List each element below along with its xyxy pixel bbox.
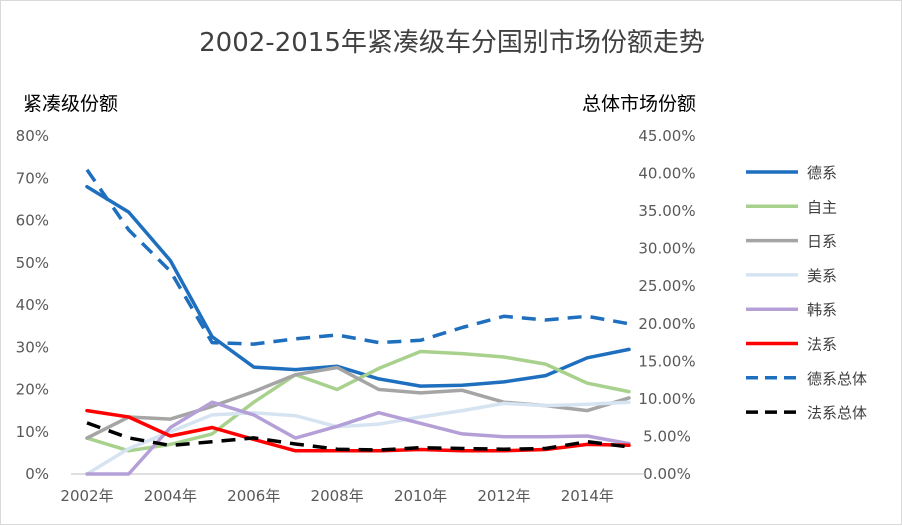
legend-label: 法系 [807, 336, 837, 354]
right-tick-label: 0.00% [643, 465, 691, 483]
legend-label: 德系总体 [807, 370, 867, 388]
legend-label: 自主 [807, 198, 837, 216]
right-tick-label: 5.00% [643, 427, 691, 445]
right-tick-label: 15.00% [638, 352, 695, 370]
legend-label: 美系 [807, 267, 837, 285]
right-tick-label: 40.00% [638, 165, 695, 183]
x-tick-label: 2008年 [311, 487, 364, 505]
x-tick-label: 2010年 [394, 487, 447, 505]
series-line-德系 [85, 184, 631, 388]
right-tick-label: 35.00% [638, 202, 695, 220]
series-line-法系 [85, 408, 631, 453]
left-tick-label: 30% [16, 338, 49, 356]
right-axis-title: 总体市场份额 [582, 93, 696, 115]
legend-label: 日系 [807, 233, 837, 251]
x-tick-label: 2002年 [60, 487, 113, 505]
left-tick-label: 80% [16, 127, 49, 145]
left-tick-label: 20% [16, 381, 49, 399]
x-tick-label: 2012年 [477, 487, 530, 505]
right-tick-label: 30.00% [638, 240, 695, 258]
legend-label: 德系 [807, 164, 837, 182]
series-line-韩系 [85, 400, 631, 476]
right-tick-label: 45.00% [638, 127, 695, 145]
left-tick-label: 60% [16, 212, 49, 230]
left-axis-title: 紧凑级份额 [23, 93, 118, 115]
left-tick-label: 70% [16, 169, 49, 187]
chart-title: 2002-2015年紧凑级车分国别市场份额走势 [199, 28, 705, 58]
x-axis-ticks: 2002年 2004年 2006年 2008年 2010年 2012年 2014年 [60, 487, 613, 505]
left-tick-label: 10% [16, 423, 49, 441]
x-tick-label: 2014年 [561, 487, 614, 505]
right-tick-label: 20.00% [638, 315, 695, 333]
left-tick-label: 40% [16, 296, 49, 314]
series-line-德系总体 [85, 168, 630, 346]
right-tick-label: 10.00% [638, 390, 695, 408]
series-line-美系 [85, 400, 631, 476]
left-axis-ticks: 0% 10% 20% 30% 40% 50% 60% 70% 80% [16, 127, 49, 483]
left-tick-label: 50% [16, 254, 49, 272]
x-tick-label: 2004年 [144, 487, 197, 505]
series-layer [85, 168, 631, 476]
legend-label: 法系总体 [807, 404, 867, 422]
left-tick-label: 0% [25, 465, 49, 483]
right-axis-ticks: 0.00% 5.00% 10.00% 15.00% 20.00% 25.00% 30.00%… [638, 127, 695, 483]
series-line-法系总体 [86, 421, 630, 452]
legend-label: 韩系 [807, 301, 837, 319]
right-tick-label: 25.00% [638, 277, 695, 295]
x-tick-label: 2006年 [227, 487, 280, 505]
